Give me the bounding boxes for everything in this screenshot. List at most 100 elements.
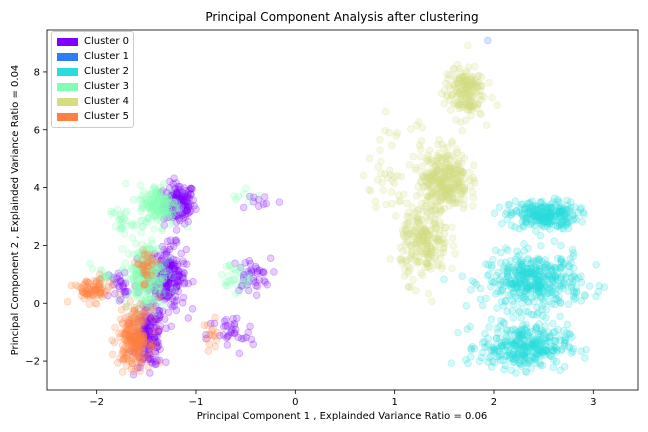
scatter-point — [580, 210, 588, 219]
scatter-point — [168, 279, 176, 288]
scatter-point — [400, 272, 409, 280]
scatter-point — [147, 324, 155, 333]
scatter-point — [239, 275, 248, 284]
scatter-point — [437, 197, 445, 205]
scatter-point — [247, 268, 256, 277]
scatter-point — [184, 191, 192, 200]
scatter-point — [165, 263, 174, 272]
scatter-point — [143, 340, 151, 348]
scatter-point — [485, 354, 493, 362]
scatter-point — [537, 203, 545, 211]
legend-item: Cluster 2 — [52, 64, 133, 79]
scatter-point — [177, 198, 185, 207]
scatter-point — [569, 216, 577, 224]
scatter-point — [181, 202, 189, 211]
scatter-point — [564, 205, 573, 214]
scatter-point — [503, 269, 512, 278]
scatter-point — [187, 184, 195, 193]
scatter-point — [170, 203, 179, 211]
scatter-point — [532, 217, 541, 225]
scatter-point — [184, 193, 192, 202]
scatter-point — [483, 271, 492, 280]
scatter-point — [169, 202, 177, 210]
scatter-point — [558, 207, 567, 216]
scatter-point — [275, 198, 284, 206]
scatter-point — [234, 288, 242, 297]
scatter-point — [138, 312, 147, 321]
scatter-point — [581, 354, 589, 362]
scatter-point — [523, 289, 531, 298]
scatter-point — [534, 287, 543, 295]
scatter-point — [187, 184, 195, 193]
scatter-point — [438, 156, 446, 164]
scatter-point — [174, 182, 183, 191]
scatter-point — [545, 208, 553, 216]
scatter-point — [231, 329, 239, 338]
scatter-point — [465, 168, 474, 177]
scatter-point — [164, 278, 173, 286]
scatter-point — [151, 292, 159, 300]
scatter-point — [246, 322, 254, 331]
scatter-point — [230, 329, 239, 337]
scatter-point — [507, 221, 516, 230]
scatter-point — [109, 275, 118, 284]
scatter-point — [183, 223, 192, 231]
scatter-point — [469, 194, 478, 202]
scatter-point — [123, 290, 132, 299]
scatter-point — [181, 210, 189, 219]
scatter-point — [545, 285, 554, 294]
scatter-point — [176, 202, 185, 210]
scatter-point — [164, 259, 172, 268]
scatter-point — [171, 286, 180, 294]
scatter-point — [517, 279, 525, 288]
scatter-point — [236, 275, 244, 283]
scatter-point — [452, 116, 460, 124]
scatter-point — [521, 204, 529, 212]
scatter-point — [547, 213, 555, 221]
scatter-point — [150, 277, 158, 286]
scatter-point — [376, 136, 384, 144]
scatter-point — [158, 293, 166, 301]
scatter-point — [117, 295, 125, 304]
scatter-point — [535, 347, 543, 355]
scatter-point — [458, 171, 466, 180]
scatter-point — [560, 212, 569, 220]
x-axis-ticks: −2 −1 0 1 2 3 — [89, 390, 596, 408]
scatter-point — [554, 209, 562, 218]
y-axis-ticks: −2 0 2 4 6 8 — [25, 67, 47, 368]
scatter-point — [551, 201, 560, 209]
x-tick-label: 0 — [292, 397, 298, 408]
scatter-point — [159, 257, 168, 265]
scatter-point — [179, 299, 187, 307]
scatter-point — [400, 190, 408, 198]
scatter-point — [260, 276, 268, 285]
scatter-point — [142, 322, 150, 330]
scatter-point — [162, 213, 171, 222]
scatter-point — [172, 185, 180, 194]
scatter-point — [536, 213, 544, 221]
scatter-point — [555, 264, 563, 272]
scatter-point — [530, 211, 539, 219]
scatter-point — [153, 252, 162, 261]
scatter-point — [134, 348, 143, 357]
scatter-point — [164, 276, 173, 285]
scatter-point — [538, 305, 546, 314]
scatter-point — [542, 210, 551, 218]
scatter-point — [540, 222, 548, 231]
scatter-point — [396, 256, 404, 264]
y-tick-label: 2 — [34, 241, 40, 252]
scatter-point — [517, 314, 525, 322]
scatter-point — [162, 258, 170, 266]
scatter-point — [178, 201, 187, 209]
scatter-point — [179, 209, 187, 217]
scatter-point — [152, 269, 160, 277]
scatter-point — [140, 339, 148, 347]
scatter-point — [151, 339, 160, 347]
scatter-point — [178, 192, 186, 201]
scatter-point — [536, 361, 545, 369]
scatter-point — [173, 204, 182, 213]
scatter-point — [404, 283, 413, 291]
scatter-point — [515, 308, 524, 317]
scatter-point — [562, 214, 570, 222]
scatter-point — [244, 328, 252, 337]
